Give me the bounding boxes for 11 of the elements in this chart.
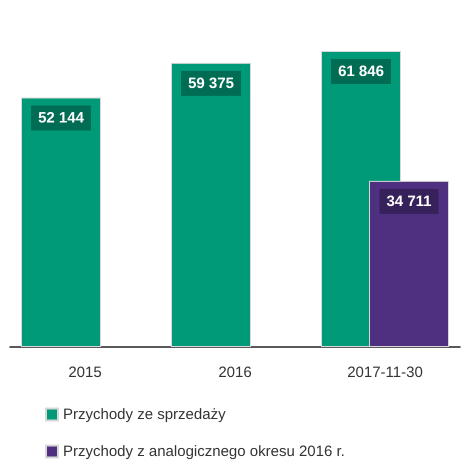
data-label: 61 846 — [338, 63, 384, 80]
x-tick-label: 2016 — [218, 364, 252, 381]
bar — [171, 62, 251, 347]
legend-label: Przychody z analogicznego okresu 2016 r. — [63, 443, 345, 460]
x-tick-label: 2015 — [68, 364, 102, 381]
data-label: 34 711 — [386, 192, 432, 210]
legend-label: Przychody ze sprzedaży — [63, 406, 226, 423]
data-label: 52 144 — [38, 109, 85, 126]
x-tick-label: 2017-11-30 — [347, 364, 423, 381]
bar — [21, 97, 101, 347]
data-label: 59 375 — [188, 74, 234, 92]
